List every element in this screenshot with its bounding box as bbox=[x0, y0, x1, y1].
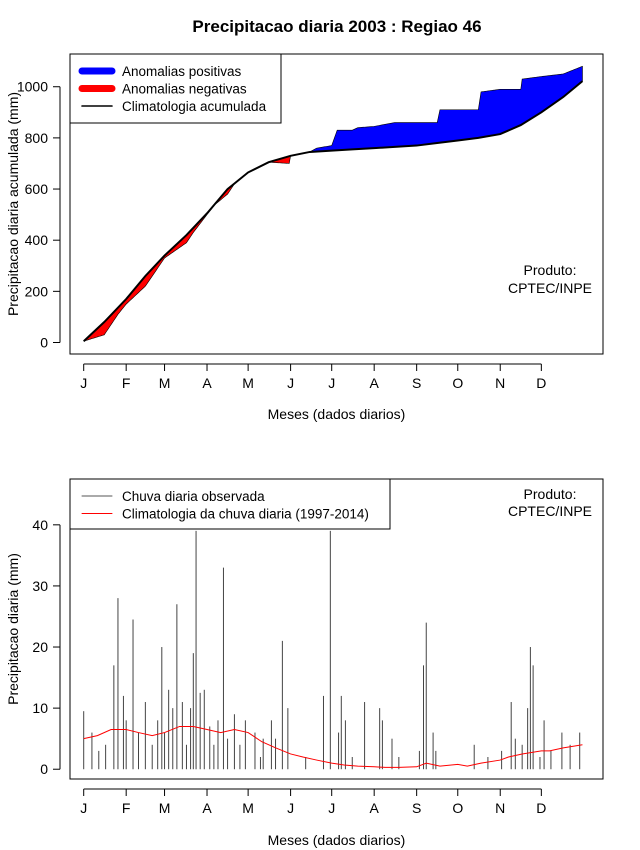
legend-label: Anomalias negativas bbox=[122, 82, 247, 97]
x-tick-label: M bbox=[159, 375, 171, 391]
x-tick-label: M bbox=[242, 375, 254, 391]
x-tick-label: N bbox=[495, 375, 505, 391]
legend-label: Climatologia acumulada bbox=[122, 99, 267, 114]
x-tick-label: O bbox=[452, 375, 463, 391]
cumulative-xlabel: Meses (dados diarios) bbox=[268, 406, 406, 422]
daily-axes: J F M A M J J A S O N D 0 10 20 30 40 bbox=[32, 517, 546, 816]
legend-box bbox=[69, 478, 391, 530]
y-tick-label: 0 bbox=[40, 334, 48, 350]
y-tick-label: 40 bbox=[32, 517, 48, 533]
daily-panel: J F M A M J J A S O N D 0 10 20 30 40 Meses (dados diari… bbox=[5, 478, 604, 848]
x-tick-label: S bbox=[412, 375, 421, 391]
product-source: CPTEC/INPE bbox=[508, 280, 592, 296]
chart-title: Precipitacao diaria 2003 : Regiao 46 bbox=[192, 17, 481, 36]
x-tick-label: N bbox=[495, 800, 505, 816]
cumulative-legend: Anomalias positivas Anomalias negativas Cl… bbox=[69, 53, 282, 124]
x-tick-label: S bbox=[412, 800, 421, 816]
x-tick-label: O bbox=[452, 800, 463, 816]
climatology-daily-line bbox=[83, 725, 583, 768]
x-tick-label: J bbox=[328, 800, 335, 816]
x-tick-label: M bbox=[242, 800, 254, 816]
x-tick-label: J bbox=[287, 800, 294, 816]
cumulative-ylabel: Precipitacao diaria acumulada (mm) bbox=[5, 92, 21, 316]
y-tick-label: 30 bbox=[32, 578, 48, 594]
daily-bars bbox=[83, 530, 581, 770]
y-tick-label: 400 bbox=[25, 232, 49, 248]
daily-ylabel: Precipitacao diaria (mm) bbox=[5, 553, 21, 705]
daily-legend: Chuva diaria observada Climatologia da ch… bbox=[69, 478, 391, 530]
cumulative-plot-frame bbox=[69, 53, 604, 355]
x-tick-label: A bbox=[202, 375, 212, 391]
legend-label: Chuva diaria observada bbox=[122, 489, 265, 504]
x-tick-label: D bbox=[536, 375, 546, 391]
y-tick-label: 800 bbox=[25, 130, 49, 146]
cumulative-panel: J F M A M J J A S O N D 0 200 400 600 800 1000 Meses (dad… bbox=[5, 53, 604, 422]
x-tick-label: J bbox=[80, 800, 87, 816]
daily-climatology bbox=[83, 725, 583, 768]
climatology-line bbox=[83, 80, 584, 342]
y-tick-label: 10 bbox=[32, 700, 48, 716]
x-tick-label: A bbox=[202, 800, 212, 816]
legend-label: Climatologia da chuva diaria (1997-2014) bbox=[122, 507, 369, 522]
y-tick-label: 20 bbox=[32, 639, 48, 655]
cumulative-axes: J F M A M J J A S O N D 0 200 400 600 800 1000 bbox=[17, 79, 547, 391]
x-tick-label: D bbox=[536, 800, 546, 816]
product-source: CPTEC/INPE bbox=[508, 503, 592, 519]
y-tick-label: 600 bbox=[25, 181, 49, 197]
cumulative-lines bbox=[83, 80, 584, 342]
x-tick-label: J bbox=[287, 375, 294, 391]
product-label: Produto: bbox=[524, 262, 577, 278]
x-tick-label: F bbox=[122, 800, 131, 816]
x-tick-label: F bbox=[122, 375, 131, 391]
product-label: Produto: bbox=[524, 486, 577, 502]
y-tick-label: 200 bbox=[25, 283, 49, 299]
x-tick-label: J bbox=[80, 375, 87, 391]
daily-xlabel: Meses (dados diarios) bbox=[268, 832, 406, 848]
y-tick-label: 1000 bbox=[17, 79, 48, 95]
x-tick-label: A bbox=[370, 800, 380, 816]
x-tick-label: A bbox=[370, 375, 380, 391]
x-tick-label: J bbox=[328, 375, 335, 391]
x-tick-label: M bbox=[159, 800, 171, 816]
legend-label: Anomalias positivas bbox=[122, 64, 242, 79]
y-tick-label: 0 bbox=[40, 761, 48, 777]
